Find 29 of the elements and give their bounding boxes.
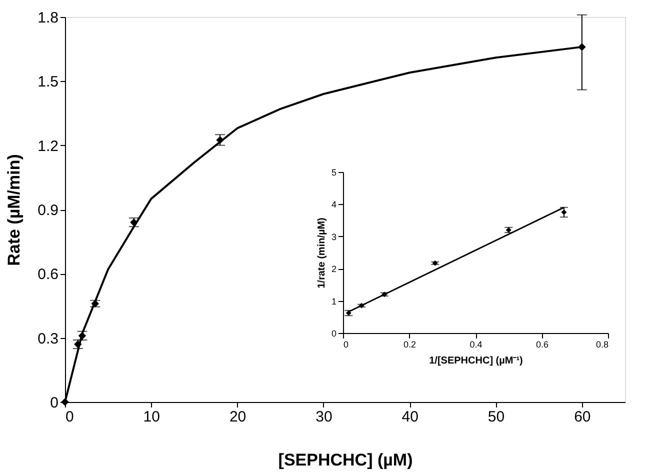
y-tick-label: 4 [331,200,336,210]
x-tick-label: 30 [316,408,332,426]
y-axis-title: Rate (µM/min) [4,154,24,266]
x-tick-label: 0.6 [536,340,549,350]
x-tick-label: 0.8 [596,340,608,350]
y-tick-label: 0 [331,328,336,338]
y-tick-label: 3 [331,232,336,242]
y-axis-title: 1/rate (min/µM) [316,218,328,288]
x-tick-label: 20 [229,408,246,426]
y-tick-label: 1 [331,296,336,306]
y-tick-label: 0.3 [38,330,58,348]
x-tick-label: 0.4 [470,340,482,350]
y-tick-label: 2 [331,264,336,274]
x-axis-title: 1/[SEPHCHC] (µM⁻¹) [429,356,523,366]
x-axis-title: [SEPHCHC] (µM) [278,450,413,470]
x-tick-label: 0 [66,408,74,426]
y-tick-label: 1.2 [38,138,58,155]
y-tick-label: 1.8 [38,10,58,26]
x-tick-label: 60 [574,408,591,426]
x-tick-label: 0 [344,340,349,350]
x-tick-label: 0.2 [403,340,416,350]
x-tick-label: 40 [402,408,418,426]
y-tick-label: 1.5 [38,74,58,91]
y-tick-label: 0 [50,394,58,412]
y-tick-label: 0.6 [38,266,58,284]
y-tick-label: 0.9 [38,202,58,219]
x-tick-label: 10 [143,408,160,426]
x-tick-label: 50 [488,408,505,426]
y-tick-label: 5 [331,168,336,178]
